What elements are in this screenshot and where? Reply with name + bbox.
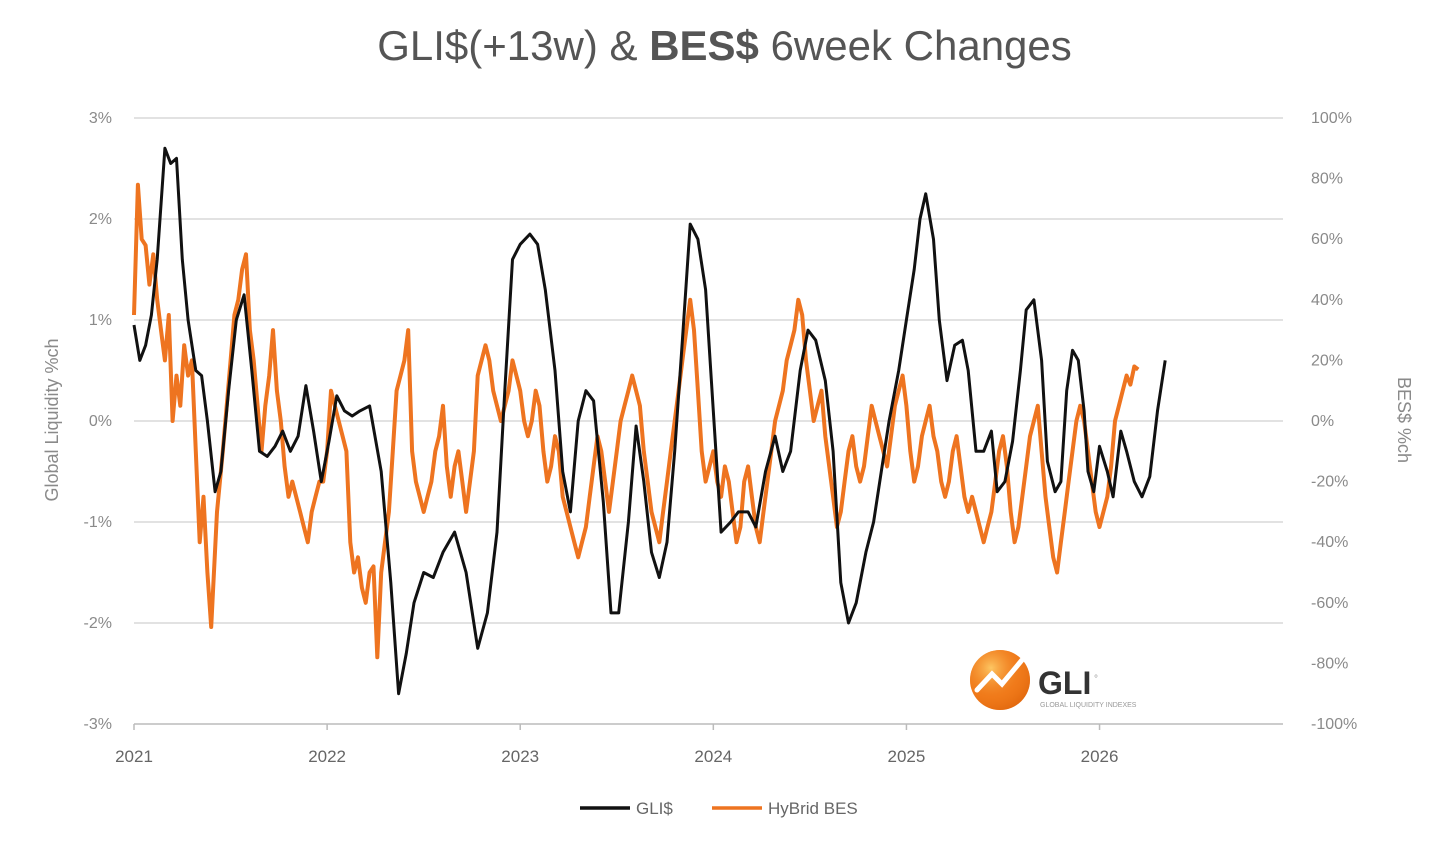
y-right-tick-label: -20% <box>1311 474 1348 491</box>
gli-logo-text: GLI <box>1038 665 1091 701</box>
y-left-tick-label: 0% <box>89 413 112 430</box>
x-tick-label: 2022 <box>308 747 346 766</box>
y-right-tick-label: 0% <box>1311 413 1334 430</box>
y-right-tick-label: 60% <box>1311 231 1343 248</box>
gli-logo-icon <box>970 650 1030 710</box>
title-part2: 6week Changes <box>758 22 1072 69</box>
y-right-tick-label: 80% <box>1311 171 1343 188</box>
y-left-tick-label: -2% <box>84 615 112 632</box>
y-right-axis-label: BES$ %ch <box>1394 377 1414 463</box>
y-right-tick-label: 20% <box>1311 352 1343 369</box>
title-bold: BES$ <box>649 22 759 69</box>
y-left-tick-label: 3% <box>89 110 112 127</box>
x-tick-label: 2023 <box>501 747 539 766</box>
x-tick-label: 2025 <box>888 747 926 766</box>
x-tick-label: 2026 <box>1081 747 1119 766</box>
y-left-axis-label: Global Liquidity %ch <box>42 338 62 501</box>
x-tick-label: 2021 <box>115 747 153 766</box>
y-left-tick-label: -1% <box>84 514 112 531</box>
x-tick-label: 2024 <box>694 747 732 766</box>
gli-logo: GLI ° GLOBAL LIQUIDITY INDEXES <box>970 650 1137 710</box>
y-right-tick-label: -80% <box>1311 655 1348 672</box>
y-left-tick-label: 1% <box>89 312 112 329</box>
series-layer <box>132 146 1167 696</box>
legend: GLI$ HyBrid BES <box>580 799 858 818</box>
legend-label-gli: GLI$ <box>636 799 673 818</box>
y-right-ticks: 100% 80% 60% 40% 20% 0% -20% -40% -60% -80% -100% <box>1311 110 1357 733</box>
y-right-tick-label: 40% <box>1311 292 1343 309</box>
y-left-tick-label: 2% <box>89 211 112 228</box>
legend-label-bes: HyBrid BES <box>768 799 858 818</box>
title-part1: GLI$(+13w) & <box>377 22 650 69</box>
gli-logo-superscript: ° <box>1094 674 1098 685</box>
y-right-tick-label: -60% <box>1311 595 1348 612</box>
series-line-gli <box>132 146 1167 696</box>
grid-layer <box>134 117 1283 725</box>
y-left-tick-label: -3% <box>84 716 112 733</box>
y-left-ticks: 3% 2% 1% 0% -1% -2% -3% <box>84 110 112 733</box>
series-line-hybrid-bes <box>132 182 1140 660</box>
y-right-tick-label: 100% <box>1311 110 1352 127</box>
y-right-tick-label: -40% <box>1311 534 1348 551</box>
x-ticks: 2021 2022 2023 2024 2025 2026 <box>115 724 1118 766</box>
chart-title: GLI$(+13w) & BES$ 6week Changes <box>0 22 1449 70</box>
y-right-tick-label: -100% <box>1311 716 1357 733</box>
gli-logo-subtext: GLOBAL LIQUIDITY INDEXES <box>1040 702 1137 709</box>
